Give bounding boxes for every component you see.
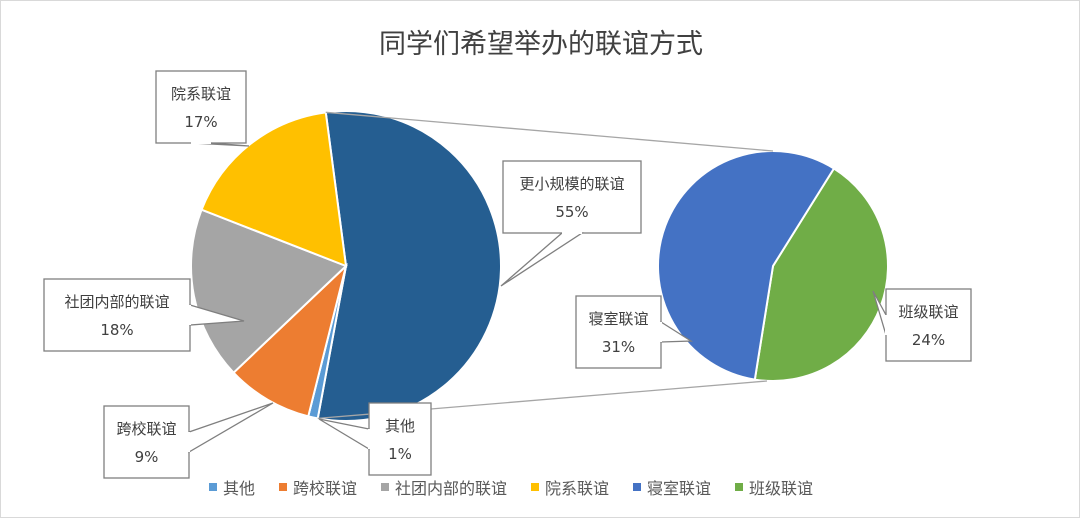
legend-swatch: [531, 483, 539, 491]
main-slice: [200, 111, 348, 268]
label-value: 9%: [135, 448, 159, 466]
label-value: 17%: [184, 113, 217, 131]
label-name: 其他: [385, 417, 415, 435]
legend-swatch: [381, 483, 389, 491]
legend-item: 寝室联谊: [633, 479, 711, 498]
data-label: 班级联谊 24%: [872, 288, 972, 362]
legend-swatch: [209, 483, 217, 491]
legend-label: 院系联谊: [545, 479, 609, 498]
label-name: 班级联谊: [898, 303, 958, 321]
label-name: 社团内部的联谊: [64, 293, 169, 311]
data-label: 其他 1%: [318, 402, 432, 476]
label-value: 24%: [912, 331, 945, 349]
label-name: 更小规模的联谊: [519, 175, 624, 193]
legend-item: 社团内部的联谊: [381, 479, 507, 498]
secondary-slice: [657, 150, 836, 381]
label-value: 1%: [388, 445, 412, 463]
connector-line: [325, 111, 774, 152]
legend-item: 跨校联谊: [279, 479, 357, 498]
label-value: 55%: [555, 203, 588, 221]
label-name: 院系联谊: [171, 85, 231, 103]
chart-title: 同学们希望举办的联谊方式: [379, 29, 703, 60]
legend-swatch: [735, 483, 743, 491]
main-slice: [190, 208, 348, 375]
label-value: 31%: [602, 338, 635, 356]
legend-swatch: [633, 483, 641, 491]
legend-label: 社团内部的联谊: [395, 479, 507, 498]
data-label: 寝室联谊 31%: [575, 295, 694, 369]
legend-item: 院系联谊: [531, 479, 609, 498]
legend-item: 其他: [209, 479, 255, 498]
label-value: 18%: [100, 321, 133, 339]
legend-item: 班级联谊: [735, 479, 813, 498]
legend-label: 寝室联谊: [647, 479, 711, 498]
legend-label: 跨校联谊: [293, 479, 357, 498]
legend-label: 其他: [223, 479, 255, 498]
data-label: 更小规模的联谊 55%: [500, 160, 642, 287]
label-name: 寝室联谊: [588, 310, 648, 328]
legend-swatch: [279, 483, 287, 491]
label-name: 跨校联谊: [116, 420, 176, 438]
data-label: 跨校联谊 9%: [103, 402, 274, 479]
main-slice: [232, 262, 348, 418]
data-label: 社团内部的联谊 18%: [43, 278, 245, 352]
data-label: 院系联谊 17%: [155, 70, 250, 147]
legend-label: 班级联谊: [749, 479, 813, 498]
